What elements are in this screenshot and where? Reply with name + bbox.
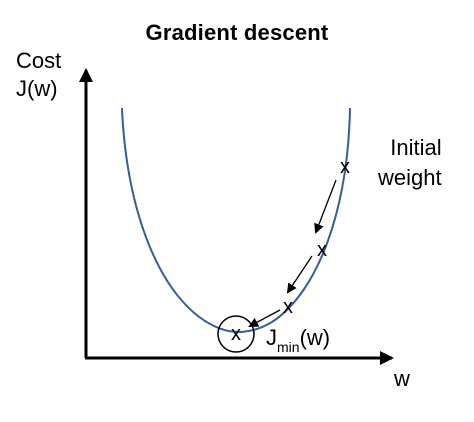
initial-label-line1: Initial (390, 135, 442, 160)
step-marker-3: x (283, 296, 293, 318)
initial-weight-label: Initial weight (378, 133, 442, 193)
y-axis-label: Cost J(w) (16, 47, 61, 103)
step-arrow-2 (286, 255, 313, 294)
jmin-label: Jmin(w) (266, 325, 331, 355)
minimum-circle (217, 315, 255, 353)
y-axis-label-jw: J(w) (16, 76, 58, 101)
step-marker-2: x (317, 239, 327, 261)
step-arrow-1 (314, 179, 337, 234)
jmin-prefix: J (266, 325, 277, 350)
cost-curve (121, 107, 351, 333)
step-marker-minimum: x (231, 323, 241, 345)
initial-label-line2: weight (378, 165, 442, 190)
step-arrow-3 (248, 309, 281, 327)
diagram-title: Gradient descent (145, 20, 329, 45)
jmin-suffix: (w) (299, 325, 331, 350)
y-axis-label-cost: Cost (16, 48, 62, 73)
jmin-subscript: min (277, 339, 300, 355)
x-axis-label: w (394, 366, 410, 391)
step-marker-initial: x (340, 156, 350, 178)
